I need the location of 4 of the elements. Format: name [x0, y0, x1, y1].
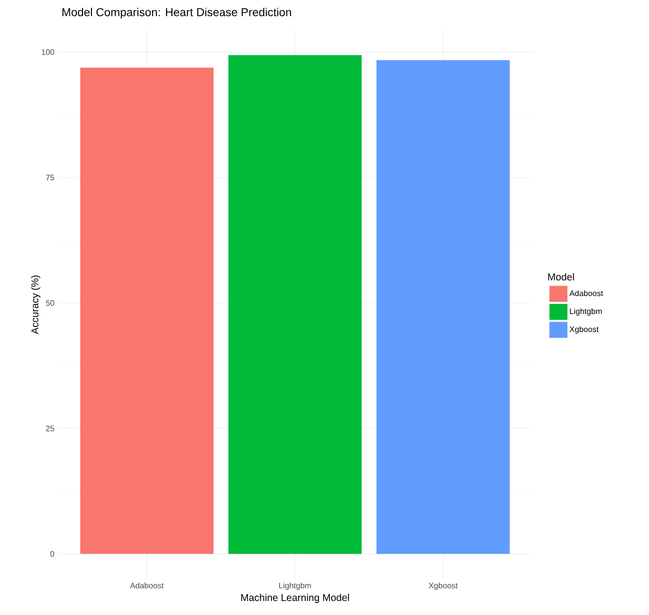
- y-axis-title: Accuracy (%): [31, 276, 40, 334]
- legend-title: Model: [548, 273, 574, 280]
- x-axis-title: Machine Learning Model: [241, 594, 349, 604]
- chart-title: Model Comparison: Heart Disease Prediction: [62, 8, 292, 18]
